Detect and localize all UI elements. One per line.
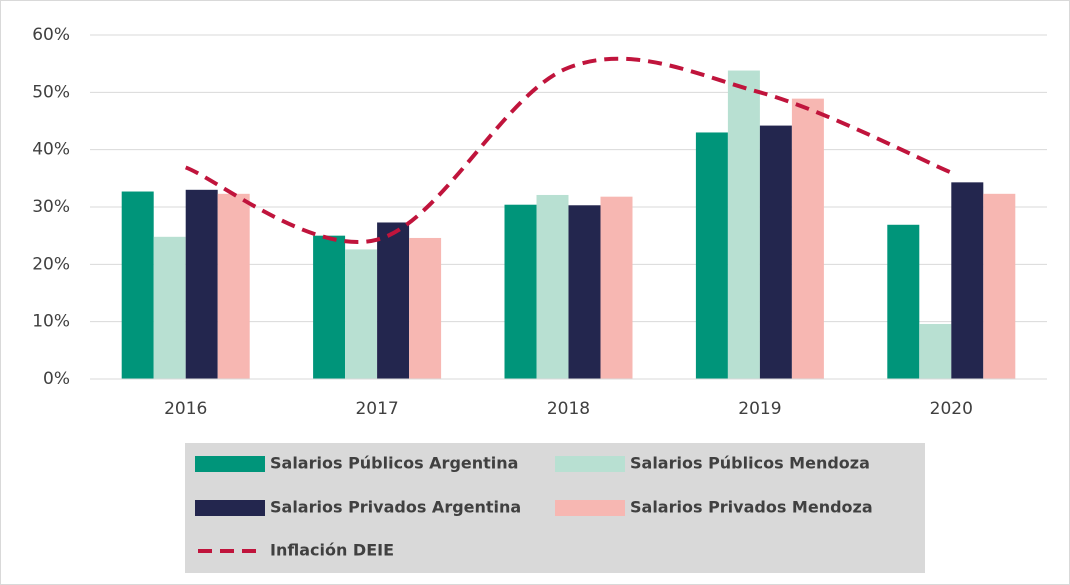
- bar: [727, 70, 760, 380]
- bar: [153, 236, 186, 379]
- y-tick-label: 50%: [32, 82, 70, 102]
- y-tick-label: 0%: [43, 369, 70, 389]
- bar: [791, 98, 824, 379]
- bar: [568, 205, 601, 379]
- x-tick-label: 2016: [164, 399, 207, 419]
- legend-swatch: [555, 500, 625, 516]
- bar: [121, 191, 154, 379]
- bar: [983, 193, 1016, 379]
- y-tick-label: 40%: [32, 140, 70, 160]
- bar: [536, 194, 569, 379]
- legend-label: Inflación DEIE: [270, 541, 394, 560]
- legend-label: Salarios Privados Mendoza: [630, 498, 873, 517]
- legend-swatch: [195, 500, 265, 516]
- legend-label: Salarios Públicos Argentina: [270, 454, 518, 473]
- bar: [695, 132, 728, 379]
- x-tick-label: 2018: [547, 399, 590, 419]
- x-tick-label: 2017: [355, 399, 398, 419]
- line: [184, 56, 953, 244]
- bar: [951, 182, 984, 379]
- y-tick-label: 10%: [32, 312, 70, 332]
- y-tick-label: 30%: [32, 197, 70, 217]
- legend-swatch: [555, 456, 625, 472]
- y-tick-label: 20%: [32, 254, 70, 274]
- legend-swatch: [195, 456, 265, 472]
- bar: [759, 125, 792, 379]
- y-tick-label: 60%: [32, 25, 70, 45]
- bar: [345, 249, 378, 379]
- bar: [887, 224, 920, 379]
- bar: [919, 323, 952, 379]
- bar: [185, 189, 218, 379]
- bar: [217, 193, 250, 379]
- x-tick-label: 2019: [738, 399, 781, 419]
- legend-label: Salarios Privados Argentina: [270, 498, 521, 517]
- bar: [600, 196, 633, 379]
- legend-label: Salarios Públicos Mendoza: [630, 454, 870, 473]
- bar: [377, 222, 410, 379]
- bar: [504, 204, 537, 379]
- x-tick-label: 2020: [930, 399, 973, 419]
- bar: [409, 237, 442, 379]
- bar: [313, 235, 346, 379]
